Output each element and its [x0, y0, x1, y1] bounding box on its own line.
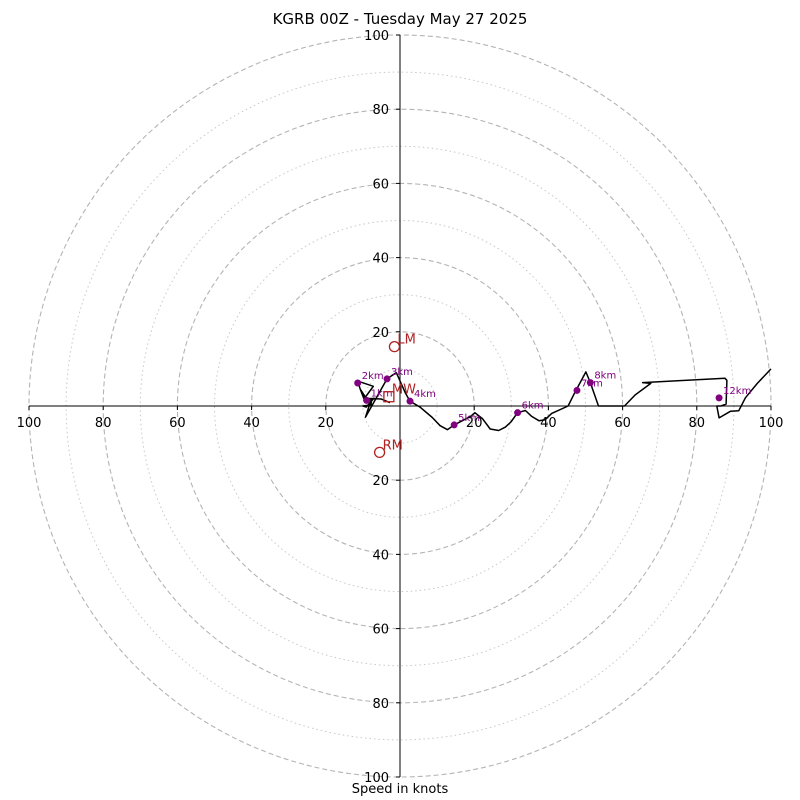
x-tick-label: 80 [95, 416, 112, 431]
x-tick-label: 60 [614, 416, 631, 431]
height-marker-label: 8km [594, 371, 616, 382]
height-marker-label: 1km [371, 388, 393, 399]
motion-marker-label: MW [392, 383, 416, 398]
y-tick-label: 80 [372, 103, 389, 118]
storm-motion-marker [388, 340, 401, 353]
series-layer [356, 368, 772, 432]
y-tick-label: 60 [372, 623, 389, 638]
y-tick-label: 100 [364, 771, 389, 786]
height-marker-label: 3km [391, 367, 413, 378]
y-tick-label: 40 [372, 252, 389, 267]
height-marker-point [383, 375, 391, 383]
storm-motion-markers: LM RM MW [373, 333, 416, 459]
height-marker-label: 4km [414, 389, 436, 400]
y-tick-label: 40 [372, 548, 389, 563]
y-tick-label: 20 [372, 474, 389, 489]
motion-marker-label: RM [383, 438, 403, 453]
x-tick-label: 100 [17, 416, 42, 431]
x-tick-label: 60 [169, 416, 186, 431]
height-marker-label: 12km [723, 386, 751, 397]
y-tick-label: 100 [364, 29, 389, 44]
axis-ticks: 100 80 60 40 20 20 40 60 80 100 100 80 60 40 20 20 40 60 8… [17, 29, 784, 786]
height-marker-point [406, 397, 414, 405]
x-axis-label: Speed in knots [351, 782, 449, 797]
mean-wind-marker [383, 391, 395, 403]
motion-marker-label: LM [397, 333, 415, 348]
y-tick-label: 80 [372, 697, 389, 712]
storm-motion-marker [373, 446, 386, 459]
height-marker-point [450, 421, 458, 429]
x-tick-label: 20 [466, 416, 483, 431]
height-marker-label: 5km [458, 413, 480, 424]
y-tick-label: 60 [372, 177, 389, 192]
chart-title: KGRB 00Z - Tuesday May 27 2025 [272, 10, 528, 28]
x-tick-label: 40 [540, 416, 557, 431]
height-markers: 1km2km3km4km5km6km7km8km12km [354, 367, 751, 429]
x-tick-label: 20 [318, 416, 335, 431]
height-marker-point [363, 396, 371, 404]
height-marker-point [573, 386, 581, 394]
hodograph-line [356, 368, 772, 432]
height-marker-label: 6km [522, 401, 544, 412]
height-marker-point [586, 379, 594, 387]
axes [29, 35, 771, 777]
height-marker-label: 2km [362, 371, 384, 382]
height-marker-point [514, 409, 522, 417]
x-tick-label: 100 [759, 416, 784, 431]
x-tick-label: 40 [243, 416, 260, 431]
y-tick-label: 20 [372, 326, 389, 341]
height-marker-point [354, 379, 362, 387]
x-tick-label: 80 [689, 416, 706, 431]
height-marker-point [715, 394, 723, 402]
